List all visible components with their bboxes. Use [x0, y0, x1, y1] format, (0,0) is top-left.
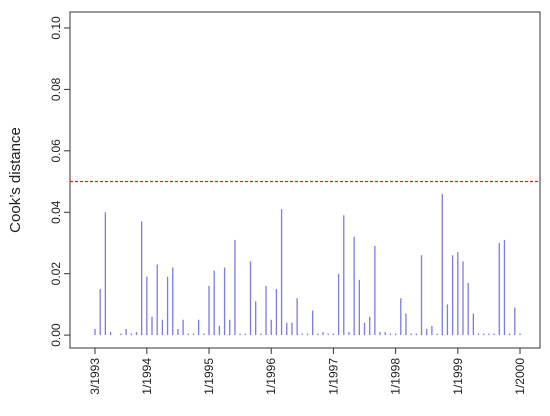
x-tick-label: 1/1995 [202, 358, 216, 395]
y-tick-label: 0.08 [49, 77, 63, 101]
y-tick-label: 0.00 [49, 323, 63, 347]
y-tick-label: 0.06 [49, 139, 63, 163]
x-tick-label: 1/1996 [264, 358, 278, 395]
plot-frame [69, 11, 541, 349]
y-tick-label: 0.04 [49, 200, 63, 224]
y-tick-label: 0.02 [49, 262, 63, 286]
x-tick-label: 1/2000 [513, 358, 527, 395]
y-axis-label: Cook’s distance [7, 127, 24, 233]
x-tick-label: 1/1997 [326, 358, 340, 395]
x-tick-label: 3/1993 [88, 358, 102, 395]
x-tick-label: 1/1994 [140, 358, 154, 395]
x-tick-label: 1/1998 [389, 358, 403, 395]
y-tick-label: 0.10 [49, 16, 63, 40]
x-tick-label: 1/1999 [451, 358, 465, 395]
